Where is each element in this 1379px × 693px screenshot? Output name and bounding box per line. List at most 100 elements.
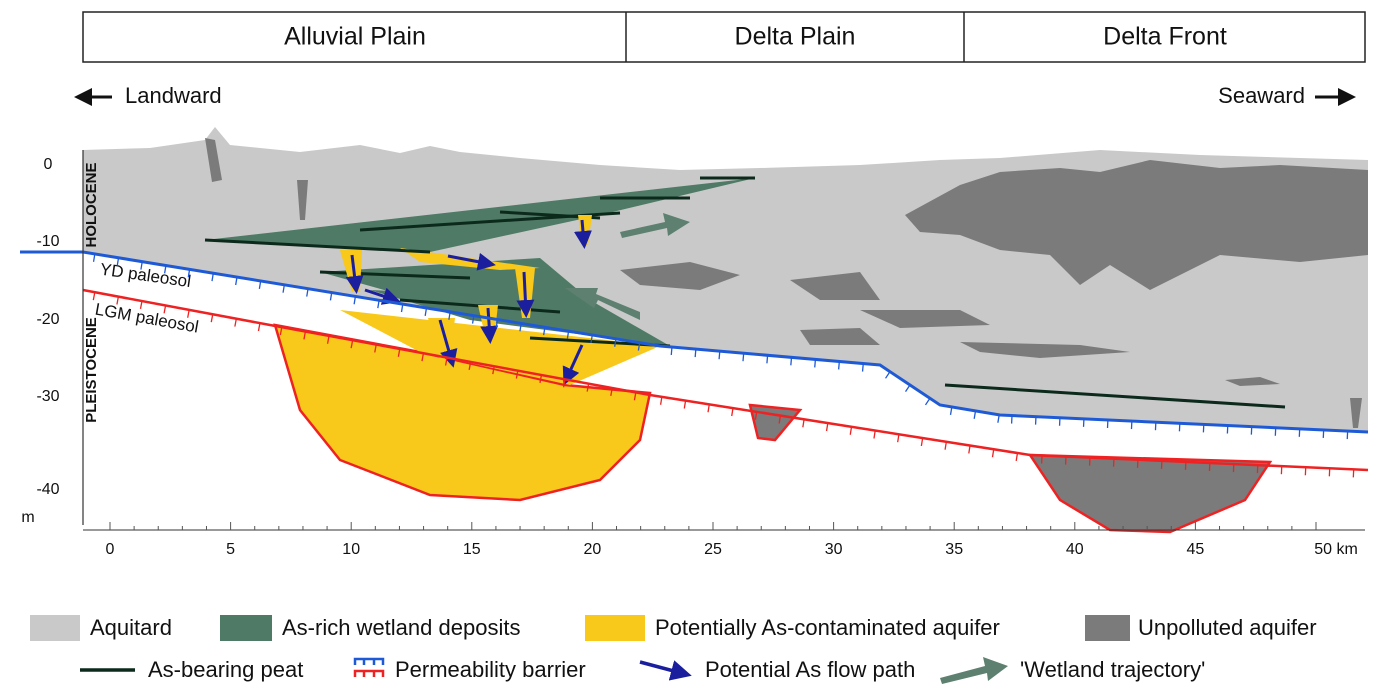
barrier-hatch	[659, 396, 663, 405]
x-tick-label: 15	[463, 541, 481, 558]
flow-path	[516, 271, 535, 318]
barrier-hatch	[92, 253, 96, 262]
barrier-hatch	[421, 353, 425, 362]
zone-label: Delta Plain	[735, 23, 856, 51]
barrier-hatch	[234, 318, 237, 327]
barrier-hatch	[187, 309, 190, 318]
unpolluted-aquifer	[748, 403, 803, 442]
barrier-hatch	[904, 384, 911, 392]
unpolluted-aquifer	[1350, 398, 1362, 428]
direction-label: Landward	[125, 83, 222, 108]
flow-path	[345, 254, 364, 294]
barrier-hatch	[140, 261, 143, 270]
flow-path	[480, 307, 499, 344]
unpolluted-aquifer	[620, 262, 740, 290]
y-unit: m	[21, 509, 34, 526]
barrier-hatch	[614, 338, 617, 347]
trajectory-arrow	[565, 288, 640, 320]
legend-swatch	[639, 660, 692, 681]
barrier-hatch	[790, 357, 793, 366]
barrier-hatch	[968, 445, 971, 454]
contaminated-aquifer	[340, 310, 660, 385]
legend-swatch	[585, 615, 645, 641]
barrier-hatch	[444, 357, 448, 366]
barrier-hatch	[562, 379, 566, 388]
zone-label: Alluvial Plain	[284, 23, 426, 51]
barrier-hatch	[778, 415, 782, 424]
x-tick-label: 45	[1187, 541, 1205, 558]
barrier-hatch	[468, 361, 472, 370]
barrier-hatch	[837, 361, 840, 370]
barrier-hatch	[116, 296, 120, 305]
peat-line	[944, 383, 1286, 409]
barrier-hatch	[279, 327, 283, 336]
header-box	[82, 11, 1366, 63]
barrier-hatch	[885, 371, 891, 379]
barrier-hatch	[515, 370, 519, 379]
barrier-hatch	[257, 322, 261, 332]
barrier-hatch	[991, 449, 995, 458]
flow-paths	[345, 219, 592, 386]
x-tick-label: 30	[825, 541, 843, 558]
barrier-hatch	[377, 300, 380, 309]
x-tick-label: 20	[584, 541, 602, 558]
unpolluted-aquifer	[860, 310, 990, 328]
y-tick-label: -10	[36, 233, 59, 250]
barrier-hatch	[303, 331, 307, 340]
barrier-hatch	[586, 383, 590, 392]
unpolluted-aquifer	[205, 138, 222, 182]
legend-swatch	[30, 615, 80, 641]
barrier-hatch	[211, 273, 214, 282]
barrier-hatch	[718, 351, 721, 360]
barrier-icon-top	[353, 657, 385, 665]
barrier-hatch	[326, 335, 330, 344]
barrier-hatch	[920, 437, 924, 447]
barrier-hatch	[633, 392, 637, 401]
legend-swatch	[940, 657, 1008, 684]
barrier-hatch	[471, 315, 475, 324]
barrier-hatch	[282, 284, 285, 293]
x-tick-label: 25	[704, 541, 722, 558]
legend-label: Potential As flow path	[705, 657, 915, 682]
barrier-hatch	[116, 257, 120, 266]
barrier-hatch	[861, 363, 864, 372]
y-tick-label: -30	[36, 388, 59, 405]
barrier-hatch	[754, 411, 758, 420]
barrier-hatch	[694, 349, 697, 358]
legend-label: Potentially As-contaminated aquifer	[655, 615, 1000, 640]
flow-path	[364, 287, 401, 305]
barrier-hatch	[742, 353, 745, 362]
barrier-hatch	[92, 292, 96, 301]
barrier-hatch	[610, 387, 613, 397]
epoch-label: PLEISTOCENE	[83, 317, 100, 423]
barrier-hatch	[258, 280, 262, 289]
barrier-hatch	[448, 311, 451, 320]
direction-label: Seaward	[1218, 83, 1305, 108]
barrier-hatch	[924, 397, 931, 406]
barrier-hatch	[566, 331, 570, 340]
barrier-hatch	[802, 419, 805, 428]
legend-label: Permeability barrier	[395, 657, 586, 682]
y-tick-label: -40	[36, 481, 59, 498]
x-tick-label: 0	[106, 541, 115, 558]
barrier-hatch	[187, 269, 191, 278]
legend-label: 'Wetland trajectory'	[1020, 657, 1205, 682]
peat-line	[319, 270, 471, 280]
y-tick-label: -20	[36, 311, 59, 328]
barrier-hatch	[350, 340, 354, 349]
barrier-hatch	[670, 346, 673, 356]
barrier-hatch	[849, 426, 853, 435]
barrier-hatch	[306, 288, 309, 297]
barrier-hatch	[139, 300, 143, 310]
unpolluted-aquifer	[1225, 377, 1280, 386]
barrier-hatch	[683, 400, 687, 409]
x-tick-label: 5	[226, 541, 235, 558]
barrier-hatch	[873, 430, 876, 439]
barrier-hatch	[163, 265, 167, 274]
flow-path	[562, 344, 584, 386]
pleistocene-sediment	[83, 252, 1368, 470]
lgm-paleosol-line	[82, 288, 1369, 472]
barrier-hatch	[766, 355, 769, 364]
barrier-hatch	[210, 314, 214, 323]
unpolluted-aquifer	[297, 180, 308, 220]
